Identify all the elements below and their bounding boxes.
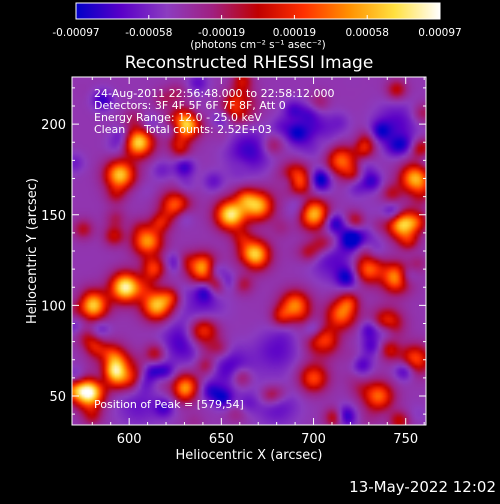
- chart-title: Reconstructed RHESSI Image: [125, 53, 374, 73]
- footer-date: 13-May-2022 12:02: [349, 478, 496, 496]
- x-tick-label: 750: [393, 432, 418, 447]
- y-tick-label: 100: [41, 299, 66, 314]
- y-axis-title: Heliocentric Y (arcsec): [25, 178, 40, 324]
- total-counts-text: Total counts: 2.52E+03: [143, 123, 272, 136]
- x-tick-label: 650: [209, 432, 234, 447]
- time-range-text: 24-Aug-2011 22:56:48.000 to 22:58:12.000: [94, 87, 335, 100]
- colorbar-tick-label: -0.00019: [198, 27, 245, 39]
- x-axis-title: Heliocentric X (arcsec): [176, 448, 323, 463]
- detectors-text: Detectors: 3F 4F 5F 6F 7F 8F, Att 0: [94, 99, 286, 112]
- colorbar-gradient: [75, 2, 441, 20]
- y-tick-label: 150: [41, 209, 66, 224]
- x-tick-label: 700: [301, 432, 326, 447]
- axis-ticks: 600 650 700 750 50 100 150 200: [41, 77, 426, 447]
- method-text: Clean: [94, 123, 125, 136]
- x-tick-label: 600: [117, 432, 142, 447]
- colorbar-tick-label: 0.00097: [418, 27, 461, 39]
- colorbar-unit-label: (photons cm⁻² s⁻¹ asec⁻²): [190, 39, 325, 51]
- heatmap-image: [72, 77, 426, 425]
- peak-position-text: Position of Peak = [579,54]: [94, 398, 244, 411]
- y-tick-label: 200: [41, 118, 66, 133]
- y-tick-label: 50: [49, 390, 66, 405]
- image-info: 24-Aug-2011 22:56:48.000 to 22:58:12.000…: [94, 87, 335, 411]
- colorbar-tick-label: 0.00019: [273, 27, 316, 39]
- colorbar-tick-label: 0.00058: [345, 27, 388, 39]
- colorbar-tick-label: -0.00058: [125, 27, 172, 39]
- colorbar: -0.00097 -0.00058 -0.00019 0.00019 0.00058 0.…: [52, 2, 462, 51]
- heatmap-plot: 600 650 700 750 50 100 150 200: [41, 76, 427, 447]
- colorbar-tick-label: -0.00097: [52, 27, 99, 39]
- energy-range-text: Energy Range: 12.0 - 25.0 keV: [94, 111, 262, 124]
